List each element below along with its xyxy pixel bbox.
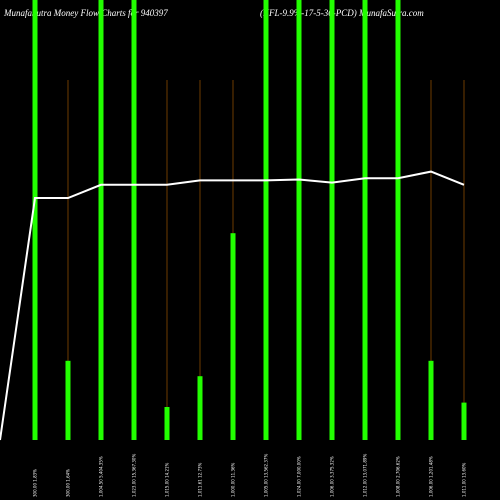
x-tick-label: 1,012.00 13,071.89% [363, 454, 368, 497]
x-tick-label: 1,006.00 3,375.32% [330, 456, 335, 497]
line-series [0, 170, 465, 441]
bar [428, 360, 434, 440]
bar [98, 0, 104, 440]
bar [65, 360, 71, 440]
bar [461, 402, 467, 440]
bar [32, 0, 38, 440]
bar [362, 0, 368, 440]
x-tick-label: 300.00 1.64% [66, 469, 71, 497]
x-tick-label: 1,011.00 13.60% [462, 462, 467, 497]
bar [329, 0, 335, 440]
bar [131, 0, 137, 440]
x-tick-label: 1,000.00 11.36% [231, 462, 236, 497]
bar [263, 0, 269, 440]
x-tick-labels: 300.00 1.83% 300.00 1.64% 1,004.50 5,404.3… [33, 454, 467, 497]
x-tick-label: 1,011.61 12.73% [198, 462, 203, 497]
bar [164, 407, 170, 440]
x-tick-label: 1,008.00 2,706.62% [396, 456, 401, 497]
x-tick-label: 1,005.00 13,562.37% [264, 454, 269, 497]
x-tick-label: 1,023.00 15,367.30% [132, 454, 137, 497]
x-tick-label: 1,015.00 14.21% [165, 462, 170, 497]
bar [230, 233, 236, 440]
bar [197, 376, 203, 440]
bar-series [32, 0, 467, 440]
bar [395, 0, 401, 440]
bar [296, 0, 302, 440]
money-flow-line [0, 170, 465, 441]
x-tick-label: 300.00 1.83% [33, 469, 38, 497]
x-tick-label: 1,006.00 1,201.48% [429, 456, 434, 497]
x-tick-label: 1,004.50 5,404.35% [99, 456, 104, 497]
x-tick-label: 1,024.00 7,000.00% [297, 456, 302, 497]
